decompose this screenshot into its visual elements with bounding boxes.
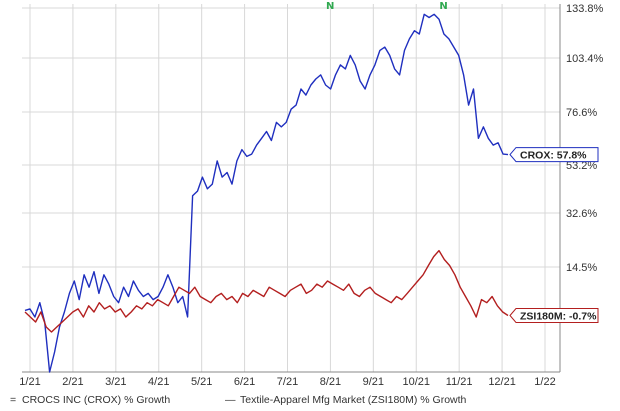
x-tick-label: 1/22 [534, 376, 555, 388]
legend-zsi-label: Textile-Apparel Mfg Market (ZSI180M) % G… [240, 394, 467, 406]
series-layer [24, 13, 509, 373]
x-tick-label: 3/21 [105, 376, 126, 388]
callout-box [509, 147, 599, 163]
n-marker: N [326, 1, 334, 12]
x-tick-label: 11/21 [446, 376, 473, 388]
x-tick-label: 5/21 [191, 376, 212, 388]
y-tick-label: 14.5% [566, 262, 597, 274]
callouts: CROX: 57.8% ZSI180M: -0.7% [509, 147, 599, 323]
x-tick-label: 4/21 [148, 376, 169, 388]
series-line-zsi180m [24, 249, 509, 333]
legend-zsi-symbol: — [225, 394, 236, 406]
y-tick-label: 133.8% [566, 3, 604, 15]
x-tick-label: 12/21 [488, 376, 516, 388]
x-tick-label: 1/21 [19, 376, 40, 388]
legend-crox-label: CROCS INC (CROX) % Growth [22, 394, 170, 406]
x-tick-label: 7/21 [277, 376, 298, 388]
callout-crox: CROX: 57.8% [509, 147, 599, 163]
callout-box [509, 308, 599, 323]
x-tick-label: 9/21 [363, 376, 384, 388]
callout-label: CROX: 57.8% [520, 150, 587, 162]
legend-crox-symbol: = [10, 394, 16, 406]
x-tick-label: 10/21 [402, 376, 430, 388]
legend: = CROCS INC (CROX) % Growth — Textile-Ap… [10, 394, 467, 406]
x-tick-label: 8/21 [320, 376, 341, 388]
x-tick-label: 6/21 [234, 376, 255, 388]
n-marker: N [439, 1, 447, 12]
series-line-crox [24, 13, 509, 373]
x-tick-label: 2/21 [62, 376, 83, 388]
callout-label: ZSI180M: -0.7% [520, 311, 597, 323]
y-tick-label: 53.2% [566, 160, 597, 172]
y-tick-label: 76.6% [566, 107, 597, 119]
grid-lines [22, 4, 560, 372]
axes: 133.8% 103.4% 76.6% 53.2% 32.6% 14.5% 1/21 2/21… [19, 3, 603, 388]
y-tick-label: 103.4% [566, 53, 604, 65]
callout-zsi180m: ZSI180M: -0.7% [509, 308, 599, 323]
y-tick-label: 32.6% [566, 208, 597, 220]
